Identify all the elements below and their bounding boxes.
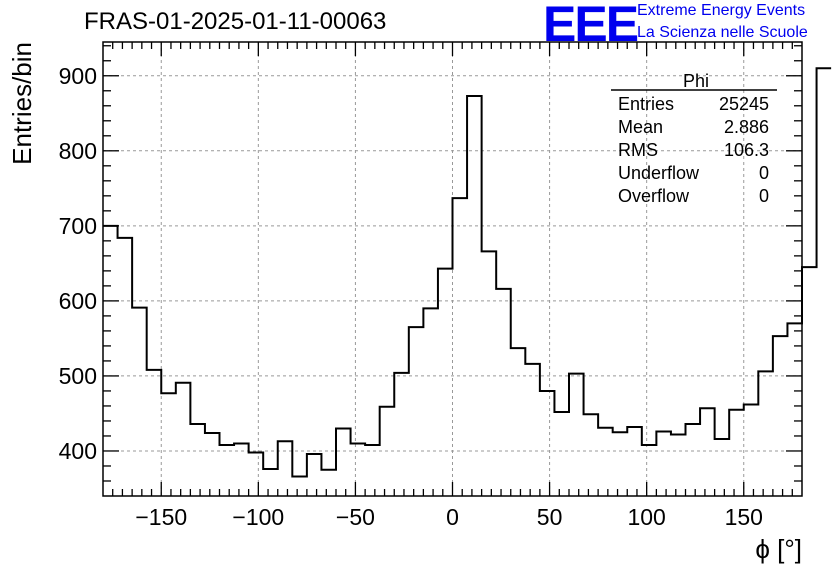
stats-value-underflow: 0 — [759, 163, 769, 183]
x-tick-label: 100 — [627, 504, 665, 530]
stats-label-mean: Mean — [618, 117, 663, 137]
y-axis-title: Entries/bin — [7, 42, 37, 165]
x-axis-title: ϕ [°] — [755, 534, 802, 564]
y-tick-label: 500 — [59, 363, 97, 389]
x-tick-label: 0 — [446, 504, 459, 530]
stats-value-overflow: 0 — [759, 186, 769, 206]
x-tick-label: 150 — [725, 504, 763, 530]
stats-label-rms: RMS — [618, 140, 658, 160]
x-axis: −150 −100 −50 0 50 100 150 — [112, 42, 793, 530]
stats-box: Phi Entries 25245 Mean 2.886 RMS 106.3 Underflo… — [611, 71, 777, 206]
stats-label-entries: Entries — [618, 94, 674, 114]
y-tick-label: 600 — [59, 288, 97, 314]
y-tick-label: 700 — [59, 213, 97, 239]
x-tick-label: −50 — [336, 504, 375, 530]
grid-lines — [103, 42, 802, 496]
y-tick-label: 900 — [59, 63, 97, 89]
stats-value-rms: 106.3 — [724, 140, 769, 160]
stats-title: Phi — [683, 71, 709, 91]
x-tick-label: 50 — [537, 504, 563, 530]
stats-label-underflow: Underflow — [618, 163, 700, 183]
logo-line-2: La Scienza nelle Scuole — [637, 24, 808, 41]
x-tick-label: −100 — [232, 504, 284, 530]
x-tick-label: −150 — [135, 504, 187, 530]
stats-value-entries: 25245 — [719, 94, 769, 114]
chart-title: FRAS-01-2025-01-11-00063 — [84, 8, 387, 35]
y-tick-label: 800 — [59, 138, 97, 164]
stats-label-overflow: Overflow — [618, 186, 690, 206]
y-axis: 400 500 600 700 800 900 — [59, 45, 802, 482]
histogram-line — [103, 67, 832, 478]
eee-logo: EEE — [543, 0, 639, 52]
logo-line-1: Extreme Energy Events — [637, 2, 806, 19]
stats-value-mean: 2.886 — [724, 117, 769, 137]
y-tick-label: 400 — [59, 438, 97, 464]
